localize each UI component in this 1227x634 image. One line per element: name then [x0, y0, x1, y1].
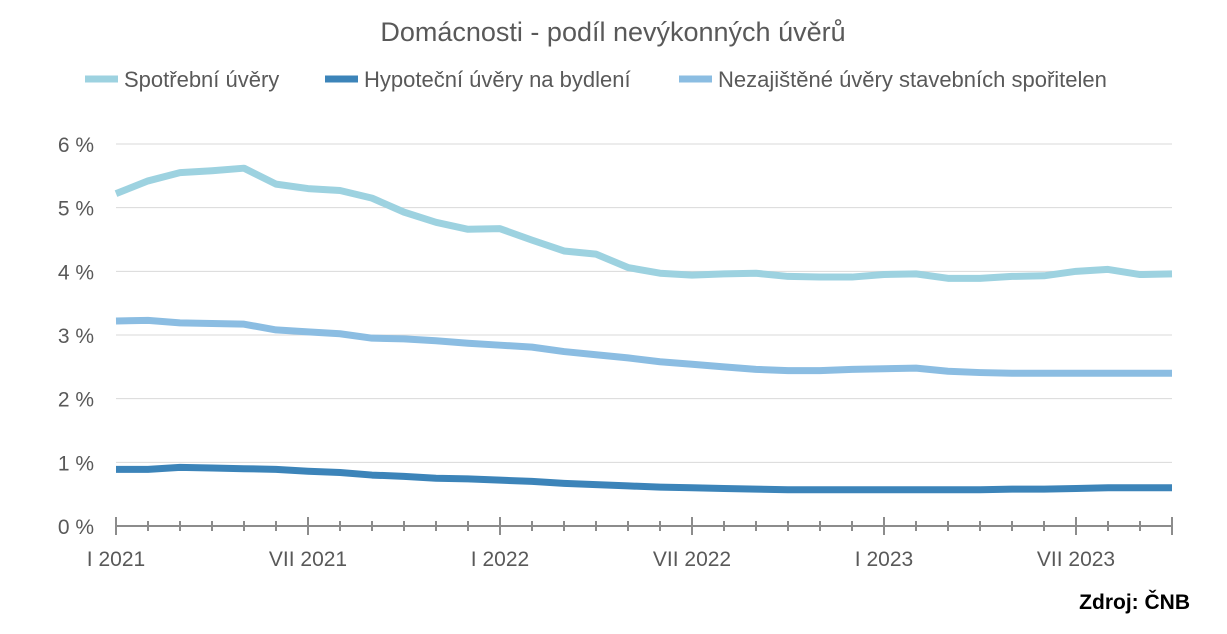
x-tick-label: I 2023	[855, 548, 913, 571]
series-lines	[114, 164, 1173, 494]
y-tick-label: 0 %	[58, 516, 94, 539]
gridlines	[116, 143, 1172, 463]
x-axis: I 2021 VII 2021 I 2022 VII 2022 I 2023 VII 20…	[87, 517, 1173, 571]
x-tick-label: VII 2023	[1037, 548, 1115, 571]
y-tick-label: 6 %	[58, 134, 94, 157]
y-tick-label: 5 %	[58, 198, 94, 221]
legend-label-1: Spotřební úvěry	[124, 67, 279, 92]
series-line-1	[114, 164, 1173, 282]
y-tick-label: 2 %	[58, 389, 94, 412]
y-axis-tick-labels: 0 % 1 % 2 % 3 % 4 % 5 % 6 %	[58, 134, 94, 539]
chart-title: Domácnosti - podíl nevýkonných úvěrů	[380, 17, 845, 47]
series-line-2	[116, 463, 1172, 494]
legend-label-2: Hypoteční úvěry na bydlení	[364, 67, 631, 92]
source-note: Zdroj: ČNB	[1079, 590, 1190, 614]
legend: Spotřební úvěry Hypoteční úvěry na bydlen…	[85, 67, 1107, 92]
y-tick-label: 3 %	[58, 325, 94, 348]
x-tick-label: I 2021	[87, 548, 145, 571]
x-tick-label: I 2022	[471, 548, 529, 571]
y-tick-label: 1 %	[58, 452, 94, 475]
x-tick-label: VII 2022	[653, 548, 731, 571]
x-tick-label: VII 2021	[269, 548, 347, 571]
series-line-3	[115, 316, 1172, 377]
y-tick-label: 4 %	[58, 261, 94, 284]
legend-label-3: Nezajištěné úvěry stavebních spořitelen	[718, 67, 1107, 92]
